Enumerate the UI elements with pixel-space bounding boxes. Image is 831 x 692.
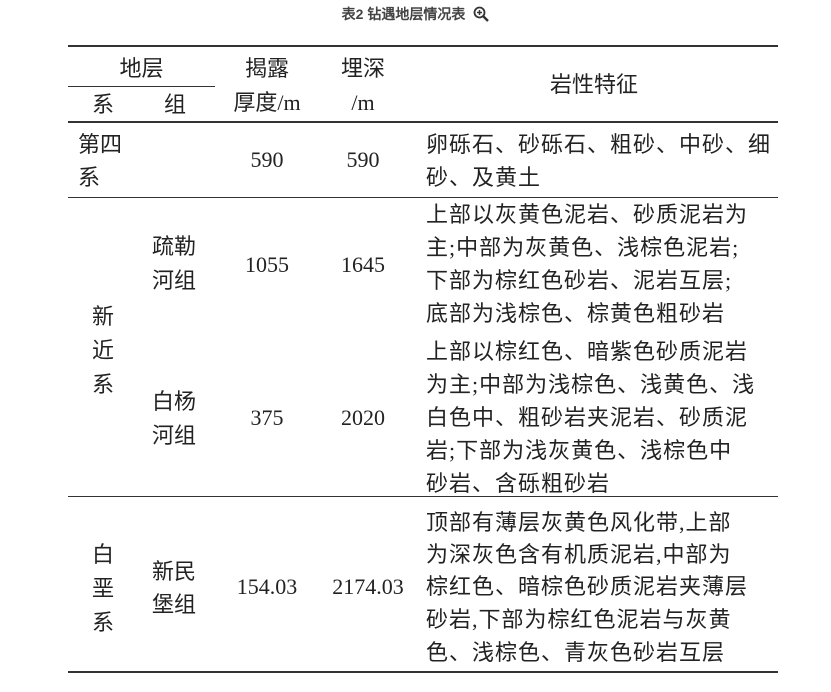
group-cell: 河组 — [152, 423, 197, 448]
lithology-line: 白色中、粗砂岩夹泥岩、砂质泥 — [426, 405, 749, 430]
row-rule — [68, 496, 778, 497]
thickness-cell: 375 — [250, 405, 284, 430]
group-cell: 白杨 — [152, 389, 197, 414]
depth-cell: 1645 — [341, 252, 385, 277]
system-cell: 新近系 — [92, 304, 115, 397]
depth-cell: 2020 — [341, 405, 385, 430]
depth-cell: 590 — [346, 147, 380, 172]
system-cell: 白垩系 — [92, 542, 115, 635]
lithology-line: 棕红色、暗棕色砂质泥岩夹薄层 — [426, 574, 749, 599]
header-lithology: 岩性特征 — [549, 72, 638, 97]
lithology-line: 顶部有薄层灰黄色风化带,上部 — [426, 510, 732, 535]
lithology-line: 上部以灰黄色泥岩、砂质泥岩为 — [426, 202, 749, 227]
group-cell: 河组 — [152, 268, 197, 293]
header-group: 组 — [163, 92, 186, 117]
header-thickness: 揭露 — [244, 56, 289, 81]
system-cell: 第四系 — [78, 132, 123, 190]
header-system: 系 — [91, 92, 114, 117]
zoom-in-icon[interactable] — [473, 6, 490, 22]
depth-cell: 2174.03 — [332, 574, 404, 599]
group-cell: 疏勒 — [152, 234, 197, 259]
lithology-line: 砂、及黄土 — [426, 165, 542, 190]
table-bottom-rule — [68, 671, 778, 673]
table-top-rule — [68, 45, 778, 47]
lithology-line: 砂岩、含砾粗砂岩 — [426, 471, 611, 496]
lithology-line: 卵砾石、砂砾石、粗砂、中砂、细 — [426, 132, 772, 157]
header-depth: 埋深 — [340, 56, 385, 81]
group-cell: 堡组 — [152, 592, 197, 617]
header-sub-rule — [68, 86, 215, 87]
lithology-line: 色、浅棕色、青灰色砂岩互层 — [426, 640, 726, 665]
row-rule — [68, 197, 778, 198]
lithology-line: 砂岩,下部为棕红色泥岩与灰黄 — [426, 607, 732, 632]
thickness-cell: 590 — [250, 147, 284, 172]
header-bottom-rule — [68, 121, 778, 123]
thickness-cell: 1055 — [245, 252, 289, 277]
lithology-line: 底部为浅棕色、棕黄色粗砂岩 — [426, 301, 726, 326]
thickness-cell: 154.03 — [236, 574, 298, 599]
group-cell: 新民 — [152, 559, 197, 584]
header-thickness-unit: 厚度/m — [233, 90, 301, 115]
lithology-line: 为深灰色含有机质泥岩,中部为 — [426, 542, 732, 567]
table-caption: 表2 钻遇地层情况表 — [0, 4, 831, 24]
lithology-line: 为主;中部为浅棕色、浅黄色、浅 — [426, 372, 756, 397]
header-strata: 地层 — [119, 56, 164, 81]
lithology-line: 岩;下部为浅灰黄色、浅棕色中 — [426, 438, 733, 463]
lithology-line: 主;中部为灰黄色、浅棕色泥岩; — [426, 235, 740, 260]
lithology-line: 下部为棕红色砂岩、泥岩互层; — [426, 268, 733, 293]
lithology-line: 上部以棕红色、暗紫色砂质泥岩 — [426, 339, 749, 364]
table-title: 表2 钻遇地层情况表 — [341, 6, 466, 22]
header-depth-unit: /m — [351, 90, 375, 115]
